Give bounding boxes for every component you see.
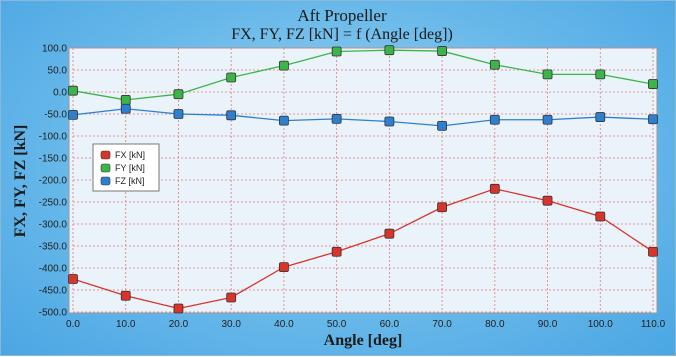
data-point bbox=[68, 85, 78, 96]
data-point bbox=[648, 114, 658, 125]
data-point bbox=[437, 120, 447, 131]
legend: FX [kN] FY [kN] FZ [kN] bbox=[92, 143, 160, 192]
chart-title: Aft Propeller bbox=[297, 6, 387, 25]
data-point bbox=[489, 114, 500, 125]
y-tick-label: -300.0 bbox=[39, 220, 68, 231]
y-tick-label: -350.0 bbox=[39, 242, 68, 253]
data-point bbox=[68, 274, 78, 284]
y-tick-label: -250.0 bbox=[39, 198, 68, 209]
data-point bbox=[384, 116, 395, 127]
data-point bbox=[489, 59, 500, 70]
data-point bbox=[173, 89, 184, 100]
x-tick-label: 20.0 bbox=[169, 319, 189, 330]
y-axis-ticks: 100.0 50.0 0.0 -50.0 -100.0 -150.0 -200.0 -250.… bbox=[39, 44, 68, 319]
y-tick-label: 100.0 bbox=[42, 44, 67, 55]
x-tick-label: 0.0 bbox=[66, 319, 80, 330]
x-tick-label: 70.0 bbox=[432, 319, 452, 330]
y-tick-label: -200.0 bbox=[39, 176, 68, 187]
x-tick-label: 50.0 bbox=[327, 319, 347, 330]
data-point bbox=[595, 112, 606, 122]
x-tick-label: 40.0 bbox=[274, 319, 294, 330]
grid-lines bbox=[72, 47, 654, 313]
x-axis-ticks: 0.0 10.0 20.0 30.0 40.0 50.0 60.0 70.0 80.0 90.0 1… bbox=[66, 319, 666, 330]
data-point bbox=[120, 103, 131, 114]
data-point bbox=[542, 114, 553, 125]
legend-label: FX [kN] bbox=[115, 150, 145, 160]
x-tick-label: 80.0 bbox=[485, 319, 505, 330]
data-point bbox=[226, 110, 237, 121]
x-tick-label: 110.0 bbox=[641, 319, 666, 330]
data-point bbox=[437, 46, 447, 56]
x-tick-label: 60.0 bbox=[380, 319, 400, 330]
data-point bbox=[331, 113, 342, 124]
data-point bbox=[489, 183, 500, 194]
y-tick-label: -450.0 bbox=[39, 286, 68, 297]
data-point bbox=[279, 262, 289, 273]
y-tick-label: -100.0 bbox=[39, 132, 68, 143]
series-line-2 bbox=[72, 108, 654, 127]
series-line-0 bbox=[72, 188, 654, 310]
data-point bbox=[384, 45, 395, 56]
chart-subtitle: FX, FY, FZ [kN] = f (Angle [deg]) bbox=[231, 26, 453, 43]
data-point bbox=[120, 95, 131, 105]
data-point bbox=[68, 109, 78, 120]
x-tick-label: 30.0 bbox=[221, 319, 241, 330]
data-point bbox=[437, 202, 447, 213]
legend-swatch bbox=[100, 163, 111, 173]
legend-swatch bbox=[100, 150, 111, 160]
data-point bbox=[648, 246, 658, 257]
data-point bbox=[384, 228, 395, 239]
data-point bbox=[542, 69, 553, 80]
legend-label: FZ [kN] bbox=[115, 176, 145, 186]
legend-swatch bbox=[100, 176, 111, 186]
y-axis-label: FX, FY, FZ [kN] bbox=[12, 125, 29, 238]
data-point bbox=[595, 211, 606, 222]
data-point bbox=[542, 195, 553, 206]
y-tick-label: -400.0 bbox=[39, 264, 68, 275]
y-tick-label: -50.0 bbox=[44, 110, 67, 121]
data-point bbox=[226, 292, 237, 303]
y-tick-label: -500.0 bbox=[39, 308, 68, 319]
data-point bbox=[173, 303, 184, 314]
data-point bbox=[331, 46, 342, 57]
data-point bbox=[226, 72, 237, 83]
data-point bbox=[331, 246, 342, 257]
data-point bbox=[120, 290, 131, 301]
x-tick-label: 100.0 bbox=[588, 319, 613, 330]
legend-label: FY [kN] bbox=[115, 163, 145, 173]
data-point bbox=[595, 69, 606, 80]
y-tick-label: 0.0 bbox=[53, 88, 67, 99]
data-point bbox=[279, 60, 289, 71]
y-tick-label: 50.0 bbox=[48, 66, 68, 77]
data-point bbox=[173, 109, 184, 119]
x-tick-label: 10.0 bbox=[116, 319, 136, 330]
data-point bbox=[279, 115, 289, 126]
series-layer bbox=[68, 45, 658, 314]
x-axis-label: Angle [deg] bbox=[324, 332, 403, 349]
data-point bbox=[648, 79, 658, 89]
y-tick-label: -150.0 bbox=[39, 154, 68, 165]
series-line-1 bbox=[72, 49, 654, 101]
x-tick-label: 90.0 bbox=[538, 319, 558, 330]
